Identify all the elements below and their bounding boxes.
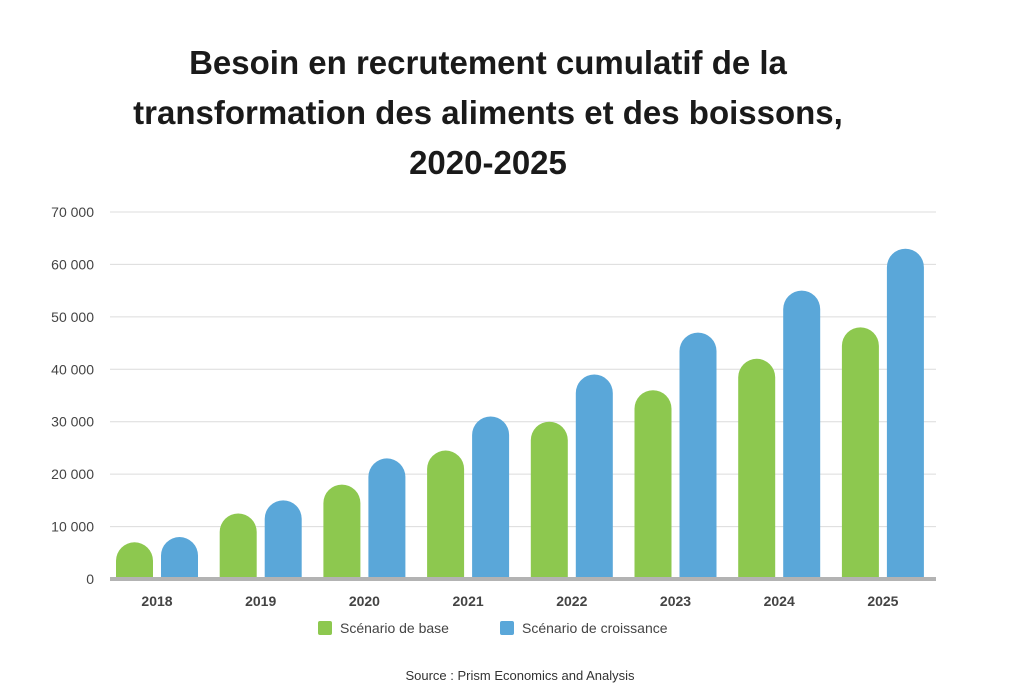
chart-title: Besoin en recrutement cumulatif de la tr…	[0, 38, 976, 188]
bar-croissance-2020	[368, 458, 406, 579]
x-tick-label: 2025	[867, 593, 898, 609]
x-tick-label: 2019	[245, 593, 276, 609]
chart-title-line-2: transformation des aliments et des boiss…	[133, 94, 843, 131]
bar-base-2025	[841, 327, 879, 579]
x-tick-label: 2023	[660, 593, 691, 609]
bar-croissance-2021	[472, 416, 510, 579]
bar-croissance-2019	[264, 500, 302, 579]
bar-base-2024	[738, 358, 776, 579]
y-tick-label: 40 000	[51, 361, 94, 377]
y-tick-label: 30 000	[51, 414, 94, 430]
bar-croissance-2018	[161, 537, 198, 579]
bar-croissance-2023	[679, 332, 717, 579]
chart-title-line-3: 2020-2025	[409, 144, 567, 181]
x-tick-label: 2020	[349, 593, 380, 609]
bar-croissance-2022	[575, 374, 613, 579]
legend-swatch-base	[318, 621, 332, 635]
x-tick-label: 2022	[556, 593, 587, 609]
y-tick-label: 20 000	[51, 466, 94, 482]
x-tick-label: 2024	[764, 593, 795, 609]
bar-base-2023	[634, 390, 672, 579]
bar-base-2018	[116, 542, 153, 579]
y-tick-label: 70 000	[51, 204, 94, 220]
bar-base-2022	[530, 421, 568, 579]
bar-croissance-2025	[886, 248, 924, 579]
legend-label-croissance: Scénario de croissance	[522, 620, 668, 636]
x-tick-label: 2018	[141, 593, 172, 609]
legend-swatch-croissance	[500, 621, 514, 635]
bar-croissance-2024	[783, 290, 821, 579]
legend-label-base: Scénario de base	[340, 620, 449, 636]
bar-base-2020	[323, 484, 361, 579]
bar-base-2021	[427, 450, 465, 579]
y-tick-label: 50 000	[51, 309, 94, 325]
y-tick-label: 10 000	[51, 519, 94, 535]
bar-base-2019	[219, 513, 257, 579]
chart-title-line-1: Besoin en recrutement cumulatif de la	[189, 44, 787, 81]
y-tick-label: 0	[86, 571, 94, 587]
x-tick-label: 2021	[453, 593, 484, 609]
y-tick-label: 60 000	[51, 256, 94, 272]
source-note: Source : Prism Economics and Analysis	[405, 668, 635, 683]
